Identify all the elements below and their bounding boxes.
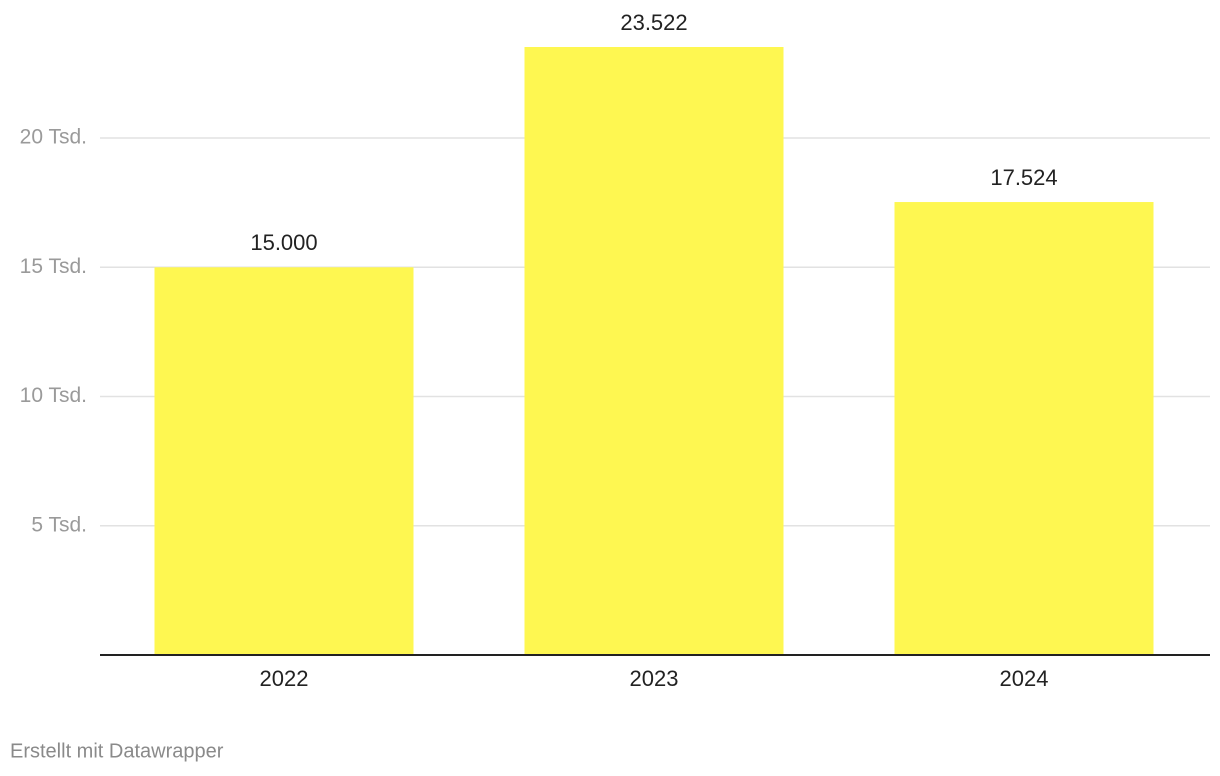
value-label: 17.524: [990, 165, 1057, 190]
x-tick-label: 2022: [260, 666, 309, 691]
y-tick-label: 15 Tsd.: [20, 255, 87, 278]
y-tick-label: 20 Tsd.: [20, 126, 87, 149]
value-label: 23.522: [620, 10, 687, 35]
footer: Erstellt mit Datawrapper: [10, 740, 224, 762]
bar: [524, 47, 784, 655]
bar: [894, 202, 1154, 655]
x-tick-label: 2023: [630, 666, 679, 691]
y-tick-label: 5 Tsd.: [31, 513, 87, 536]
y-tick-label: 10 Tsd.: [20, 384, 87, 407]
value-label: 15.000: [250, 230, 317, 255]
bar: [154, 267, 414, 655]
x-tick-label: 2024: [1000, 666, 1049, 691]
